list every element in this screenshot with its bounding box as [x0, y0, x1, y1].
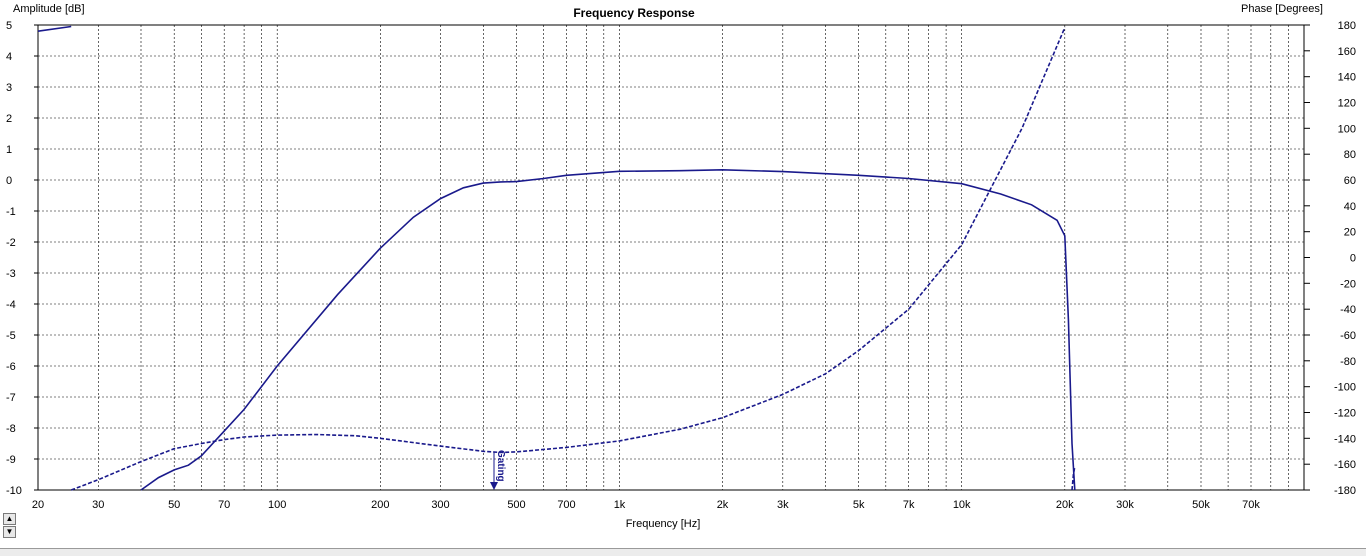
x-tick-label: 10k	[953, 499, 971, 511]
tick-labels: 20 30 50 70 100 200 300 500 700 1k 2k 3k 5k 7k 10k 20k 3…	[6, 20, 1356, 511]
y-right-tick-label: 80	[1344, 149, 1356, 161]
y-right-tick-label: -100	[1334, 382, 1356, 394]
y-left-tick-label: 3	[6, 82, 12, 94]
y-right-tick-label: -40	[1340, 304, 1356, 316]
x-tick-label: 7k	[903, 499, 915, 511]
y-right-tick-label: 20	[1344, 227, 1356, 239]
gating-marker-arrow	[490, 482, 498, 490]
y-left-tick-label: 4	[6, 51, 12, 63]
x-tick-label: 100	[268, 499, 286, 511]
marker-layer: Gating	[490, 450, 506, 490]
y-right-tick-label: 40	[1344, 201, 1356, 213]
x-tick-label: 70k	[1242, 499, 1260, 511]
y-right-tick-label: 60	[1344, 175, 1356, 187]
x-tick-label: 20	[32, 499, 44, 511]
phase-curve	[1071, 466, 1076, 491]
y-right-tick-label: -180	[1334, 485, 1356, 497]
y-right-tick-label: 140	[1338, 72, 1356, 84]
amplitude-curve	[140, 168, 1076, 491]
chart-title: Frequency Response	[573, 6, 695, 20]
y-left-tick-label: -8	[6, 423, 16, 435]
x-tick-label: 500	[507, 499, 525, 511]
x-tick-label: 30k	[1116, 499, 1134, 511]
status-strip	[0, 548, 1366, 556]
series-layer	[37, 25, 1076, 491]
y-left-tick-label: 5	[6, 20, 12, 32]
gating-marker-label: Gating	[495, 450, 506, 482]
y-left-tick-label: -5	[6, 330, 16, 342]
grid	[34, 24, 1310, 491]
x-tick-label: 3k	[777, 499, 789, 511]
y-right-tick-label: -60	[1340, 330, 1356, 342]
plot-area	[37, 24, 1305, 491]
y-left-tick-label: -2	[6, 237, 16, 249]
x-tick-label: 300	[431, 499, 449, 511]
y-left-tick-label: 0	[6, 175, 12, 187]
x-tick-label: 1k	[614, 499, 626, 511]
y-right-tick-label: 0	[1350, 253, 1356, 265]
x-tick-label: 200	[371, 499, 389, 511]
y-right-tick-label: 100	[1338, 123, 1356, 135]
y-right-tick-label: -20	[1340, 278, 1356, 290]
amplitude-curve	[37, 25, 72, 32]
x-axis-title: Frequency [Hz]	[626, 518, 701, 530]
y-left-tick-label: -4	[6, 299, 16, 311]
y-left-tick-label: -1	[6, 206, 16, 218]
y-left-tick-label: -7	[6, 392, 16, 404]
x-tick-label: 20k	[1056, 499, 1074, 511]
y-left-tick-label: -3	[6, 268, 16, 280]
x-tick-label: 50	[168, 499, 180, 511]
y-left-tick-label: -9	[6, 454, 16, 466]
y-right-tick-label: 180	[1338, 20, 1356, 32]
scroll-down-button[interactable]: ▼	[3, 526, 16, 538]
y-right-tick-label: 120	[1338, 98, 1356, 110]
y-left-tick-label: -10	[6, 485, 22, 497]
y-right-tick-label: -160	[1334, 459, 1356, 471]
x-tick-label: 700	[557, 499, 575, 511]
y-right-tick-label: -80	[1340, 356, 1356, 368]
x-tick-label: 5k	[853, 499, 865, 511]
x-tick-label: 50k	[1192, 499, 1210, 511]
y-right-axis-title: Phase [Degrees]	[1241, 3, 1323, 15]
y-left-axis-title: Amplitude [dB]	[13, 3, 85, 15]
y-right-tick-label: -140	[1334, 433, 1356, 445]
y-right-tick-label: -120	[1334, 408, 1356, 420]
phase-curve	[70, 27, 1066, 491]
x-tick-label: 70	[218, 499, 230, 511]
y-left-tick-label: -6	[6, 361, 16, 373]
x-tick-label: 30	[92, 499, 104, 511]
scroll-up-button[interactable]: ▲	[3, 513, 16, 525]
y-left-tick-label: 1	[6, 144, 12, 156]
y-left-tick-label: 2	[6, 113, 12, 125]
x-tick-label: 2k	[717, 499, 729, 511]
y-right-tick-label: 160	[1338, 46, 1356, 58]
